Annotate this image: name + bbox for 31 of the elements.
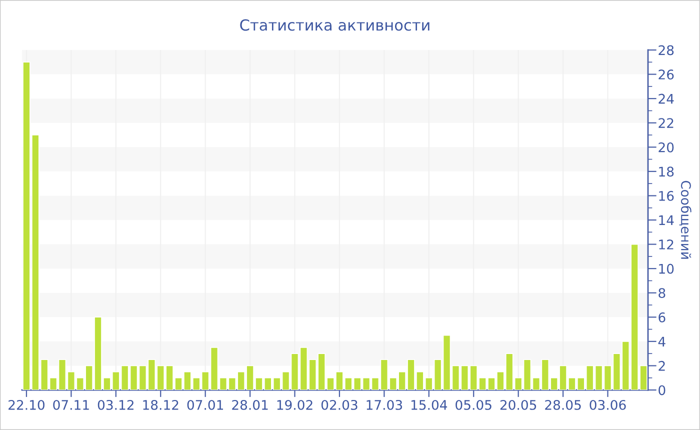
x-tick-label: 03.12 (98, 400, 134, 410)
y-tick-label: 2 (658, 360, 665, 371)
x-tick-label: 07.11 (53, 400, 89, 410)
y-tick-label: 0 (658, 385, 666, 396)
x-tick-label: 07.01 (187, 400, 223, 410)
y-tick-label: 28 (658, 45, 674, 56)
y-tick-label: 16 (659, 190, 674, 201)
x-tick-label: 20.05 (500, 400, 536, 410)
y-tick-label: 18 (659, 166, 674, 177)
y-tick-label: 4 (658, 336, 666, 346)
y-tick-label: 6 (658, 312, 666, 322)
y-tick-label: 14 (659, 215, 674, 226)
x-tick-label: 28.05 (545, 400, 581, 410)
x-tick-label: 19.02 (277, 400, 312, 410)
y-tick-label: 8 (658, 288, 666, 298)
x-tick-label: 18.12 (143, 400, 178, 410)
y-tick-label: 10 (659, 264, 674, 274)
x-tick-label: 03.06 (590, 400, 626, 410)
y-tick-label: 26 (658, 70, 674, 80)
x-tick-label: 28.01 (232, 400, 268, 410)
y-axis-title: Сообщений (679, 180, 692, 259)
x-tick-label: 05.05 (456, 400, 492, 410)
x-tick-label: 15.04 (411, 400, 448, 410)
chart-title: Статистика активности (240, 19, 430, 31)
y-tick-label: 20 (658, 142, 674, 152)
x-tick-label: 22.10 (8, 400, 44, 410)
y-tick-label: 12 (659, 240, 674, 250)
y-tick-label: 22 (658, 118, 674, 128)
x-tick-label: 02.03 (321, 400, 358, 410)
x-tick-label: 17.03 (366, 400, 402, 410)
y-tick-label: 24 (658, 94, 674, 104)
